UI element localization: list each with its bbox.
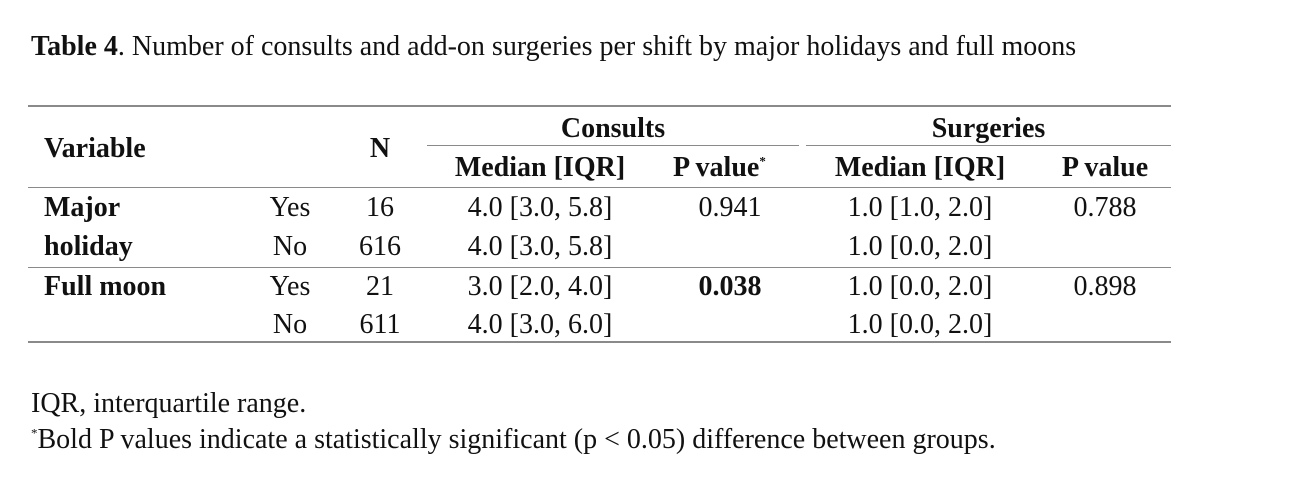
cell-consults-p-significant: 0.038 — [698, 271, 762, 302]
cell-variable: Major — [44, 192, 121, 223]
cell-n: 611 — [359, 309, 401, 340]
surgeries-group-rule — [806, 145, 1171, 146]
table-label: Table 4 — [31, 31, 118, 62]
cell-level: No — [272, 231, 308, 262]
header-consults-p: P value* — [673, 151, 766, 185]
top-rule — [28, 105, 1171, 107]
cell-surgeries-p: 0.898 — [1073, 271, 1137, 302]
cell-surgeries-median: 1.0 [0.0, 2.0] — [847, 231, 993, 262]
header-consults-median: Median [IQR] — [454, 152, 626, 183]
cell-surgeries-median: 1.0 [0.0, 2.0] — [847, 309, 993, 340]
cell-level: Yes — [269, 192, 311, 223]
cell-n: 16 — [366, 192, 394, 223]
cell-level: No — [272, 309, 308, 340]
cell-consults-p: 0.941 — [698, 192, 762, 223]
header-surgeries: Surgeries — [931, 113, 1046, 144]
header-surgeries-median: Median [IQR] — [834, 152, 1006, 183]
header-consults: Consults — [560, 113, 666, 144]
cell-surgeries-p: 0.788 — [1073, 192, 1137, 223]
cell-surgeries-median: 1.0 [0.0, 2.0] — [847, 271, 993, 302]
table-caption: Table 4. Number of consults and add-on s… — [31, 31, 1076, 63]
cell-n: 616 — [359, 231, 401, 262]
cell-consults-median: 4.0 [3.0, 5.8] — [467, 192, 613, 223]
header-surgeries-p: P value — [1061, 152, 1149, 183]
consults-group-rule — [427, 145, 799, 146]
footnote-marker: * — [31, 425, 38, 441]
cell-consults-median: 3.0 [2.0, 4.0] — [467, 271, 613, 302]
bottom-rule — [28, 341, 1171, 343]
group-separator-rule — [28, 267, 1171, 268]
header-n: N — [369, 133, 391, 164]
cell-variable: Full moon — [44, 271, 167, 302]
footnote-bold: *Bold P values indicate a statistically … — [31, 424, 996, 456]
footnote-bold-text: Bold P values indicate a statistically s… — [37, 424, 996, 455]
header-consults-p-marker: * — [759, 153, 766, 169]
header-bottom-rule — [28, 187, 1171, 188]
cell-consults-median: 4.0 [3.0, 6.0] — [467, 309, 613, 340]
cell-n: 21 — [366, 271, 394, 302]
header-variable: Variable — [44, 133, 146, 164]
table-title: . Number of consults and add-on surgerie… — [117, 31, 1077, 62]
cell-variable: holiday — [44, 231, 133, 262]
footnote-iqr: IQR, interquartile range. — [31, 388, 307, 419]
cell-surgeries-median: 1.0 [1.0, 2.0] — [847, 192, 993, 223]
cell-consults-median: 4.0 [3.0, 5.8] — [467, 231, 613, 262]
header-consults-p-label: P value — [673, 152, 760, 183]
cell-level: Yes — [269, 271, 311, 302]
